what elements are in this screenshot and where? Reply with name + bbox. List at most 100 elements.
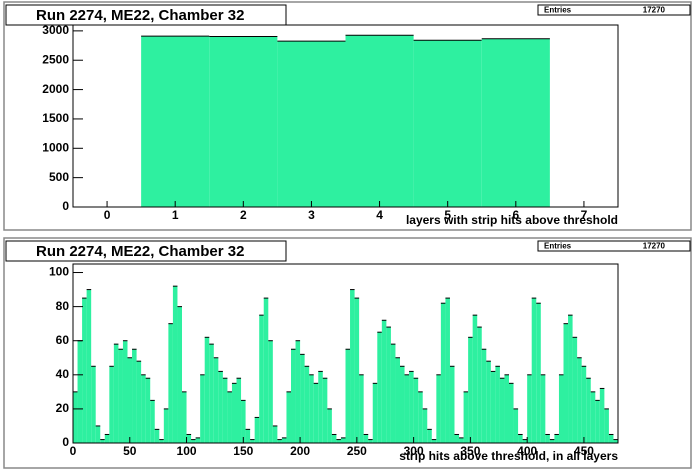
bar <box>418 391 423 443</box>
bar <box>104 434 110 443</box>
bar <box>340 437 346 443</box>
bar <box>91 366 96 443</box>
bar <box>150 400 155 443</box>
bar <box>481 38 550 207</box>
stats-box <box>537 4 691 16</box>
bar <box>127 357 133 443</box>
bar <box>440 303 446 443</box>
bar <box>568 315 573 443</box>
y-tick-label: 1000 <box>42 140 69 154</box>
bar <box>222 378 228 443</box>
bar <box>300 354 305 443</box>
bar <box>213 357 219 443</box>
bar <box>331 434 337 443</box>
bar <box>413 40 482 208</box>
bar <box>386 327 391 443</box>
bar <box>477 327 482 443</box>
x-tick-label: 400 <box>517 444 537 458</box>
y-tick-label: 100 <box>49 265 69 279</box>
frame-border <box>72 24 619 208</box>
bar <box>495 366 500 443</box>
bar <box>554 434 559 443</box>
bar <box>154 429 160 443</box>
y-tick-label: 0 <box>62 199 69 213</box>
bar <box>395 357 400 443</box>
bar <box>472 315 478 443</box>
x-tick-label: 50 <box>123 444 137 458</box>
bar <box>599 388 605 443</box>
stats-box <box>537 240 691 252</box>
bar <box>209 344 214 443</box>
bar <box>141 374 146 443</box>
bar <box>454 434 460 443</box>
bar <box>141 36 210 207</box>
bar <box>531 298 537 443</box>
bar <box>204 337 210 443</box>
bar <box>359 374 364 443</box>
bar <box>336 439 341 443</box>
frame-border <box>72 263 619 444</box>
bar <box>313 383 319 443</box>
x-tick-label: 300 <box>404 444 424 458</box>
bar <box>145 378 151 443</box>
x-tick-label: 0 <box>70 444 77 458</box>
bar <box>595 400 600 443</box>
x-tick-label: 6 <box>512 208 519 222</box>
bar <box>263 298 269 443</box>
bar <box>245 429 251 443</box>
bar <box>177 306 182 443</box>
bar <box>590 391 596 443</box>
bar <box>136 361 142 443</box>
x-tick-label: 7 <box>581 208 588 222</box>
bar <box>132 349 137 443</box>
x-axis-label: layers with strip hits above threshold <box>406 213 618 227</box>
bar <box>209 36 278 207</box>
bar <box>195 437 201 443</box>
bar <box>159 439 164 443</box>
bar <box>304 366 310 443</box>
bar <box>400 366 405 443</box>
bar <box>354 298 360 443</box>
bar <box>368 439 373 443</box>
y-tick-label: 3000 <box>42 23 69 37</box>
bar <box>486 361 491 443</box>
y-tick-label: 500 <box>49 170 69 184</box>
bar <box>118 349 123 443</box>
bar <box>422 408 428 443</box>
bar <box>463 391 469 443</box>
bar <box>318 371 323 443</box>
bar <box>404 374 410 443</box>
stats-label: Entries <box>544 242 572 251</box>
y-tick-label: 2500 <box>42 52 69 66</box>
bar <box>291 349 296 443</box>
bar <box>73 391 78 443</box>
y-tick-label: 0 <box>62 435 69 449</box>
bar <box>227 391 232 443</box>
stats-value: 17270 <box>643 6 666 15</box>
bar <box>481 349 487 443</box>
x-tick-label: 150 <box>233 444 253 458</box>
bar <box>236 378 242 443</box>
bar <box>272 425 278 443</box>
bar <box>536 303 541 443</box>
x-tick-label: 250 <box>347 444 367 458</box>
bar <box>250 439 255 443</box>
bar <box>563 323 569 443</box>
x-tick-label: 1 <box>172 208 179 222</box>
x-tick-label: 2 <box>240 208 247 222</box>
y-tick-label: 60 <box>56 333 70 347</box>
bar <box>186 434 192 443</box>
bar <box>259 315 264 443</box>
x-tick-label: 200 <box>290 444 310 458</box>
bar <box>268 340 273 443</box>
y-tick-label: 1500 <box>42 111 69 125</box>
bar <box>182 391 187 443</box>
title-box <box>5 4 287 26</box>
x-tick-label: 0 <box>104 208 111 222</box>
bar <box>381 320 387 443</box>
bar <box>200 374 205 443</box>
bar <box>577 357 582 443</box>
y-tick-label: 40 <box>56 367 70 381</box>
bar <box>377 332 382 443</box>
bar <box>345 35 414 207</box>
